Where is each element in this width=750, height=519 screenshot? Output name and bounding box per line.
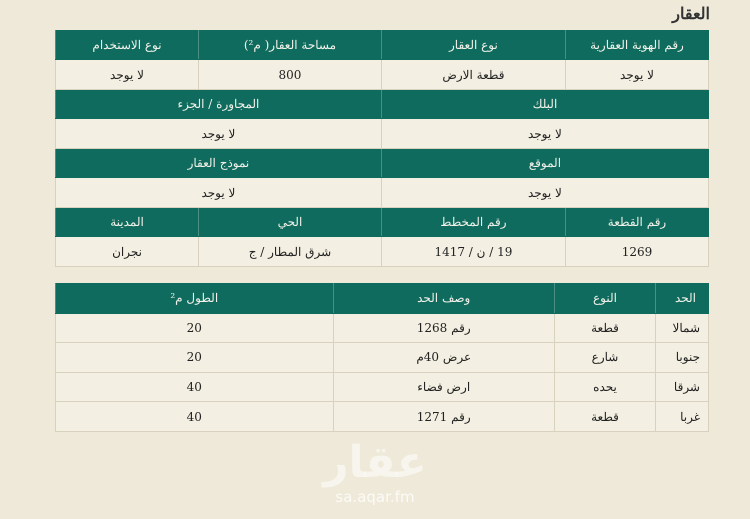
value-cell: 1269 <box>565 236 709 267</box>
page-title: العقار <box>672 4 710 23</box>
table-header-row: رقم الهوية العقارية نوع العقار مساحة الع… <box>54 30 709 60</box>
value-cell: لا يوجد <box>565 59 709 90</box>
direction-cell: غربا <box>655 401 709 432</box>
header-cell: المدينة <box>54 207 200 237</box>
table-row: جنوبا شارع عرض 40م 20 <box>55 342 709 373</box>
type-cell: قطعة <box>553 401 657 432</box>
header-cell: الحد <box>655 283 709 314</box>
length-cell: 20 <box>55 342 334 373</box>
header-cell: نوع الاستخدام <box>54 30 200 60</box>
header-cell: وصف الحد <box>332 283 555 314</box>
length-cell: 40 <box>55 401 334 432</box>
table-row: لا يوجد لا يوجد <box>55 118 710 149</box>
header-cell: نموذج العقار <box>55 148 382 178</box>
type-cell: يحده <box>553 371 657 403</box>
direction-cell: جنوبا <box>655 342 709 373</box>
description-cell: عرض 40م <box>332 342 555 373</box>
table-header-row: الموقع نموذج العقار <box>55 148 710 178</box>
table-header-row: الحد النوع وصف الحد الطول م² <box>55 283 709 314</box>
header-cell: المجاورة / الجزء <box>55 89 382 119</box>
value-cell: شرق المطار / ج <box>198 236 382 267</box>
type-cell: قطعة <box>553 312 657 344</box>
header-cell: البلك <box>380 89 710 119</box>
header-cell: النوع <box>553 283 657 314</box>
header-cell: الطول م² <box>55 283 334 314</box>
value-cell: نجران <box>54 236 200 267</box>
header-cell: الحي <box>198 207 382 237</box>
value-cell: لا يوجد <box>380 118 710 149</box>
direction-cell: شمالا <box>655 312 709 344</box>
direction-cell: شرقا <box>655 371 709 403</box>
header-cell: الموقع <box>380 148 710 178</box>
table-row: غربا قطعة رقم 1271 40 <box>55 401 709 432</box>
value-cell: 19 / ن / 1417 <box>380 236 567 267</box>
type-cell: شارع <box>553 342 657 373</box>
watermark-url: sa.aqar.fm <box>335 488 415 506</box>
property-info-table: رقم الهوية العقارية نوع العقار مساحة الع… <box>54 30 710 267</box>
header-cell: رقم القطعة <box>565 207 709 237</box>
boundaries-table: الحد النوع وصف الحد الطول م² شمالا قطعة … <box>55 283 709 432</box>
table-row: شمالا قطعة رقم 1268 20 <box>55 312 709 344</box>
table-row: شرقا يحده ارض فضاء 40 <box>55 371 709 403</box>
table-header-row: رقم القطعة رقم المخطط الحي المدينة <box>54 207 709 237</box>
watermark-logo-text: عقار <box>323 437 427 488</box>
header-cell: مساحة العقار( م²) <box>198 30 382 60</box>
length-cell: 40 <box>55 371 334 403</box>
value-cell: لا يوجد <box>380 177 710 208</box>
value-cell: لا يوجد <box>55 177 382 208</box>
description-cell: رقم 1271 <box>332 401 555 432</box>
value-cell: 800 <box>198 59 382 90</box>
value-cell: لا يوجد <box>55 118 382 149</box>
table-header-row: البلك المجاورة / الجزء <box>55 89 710 119</box>
header-cell: رقم الهوية العقارية <box>565 30 709 60</box>
length-cell: 20 <box>55 312 334 344</box>
table-row: لا يوجد لا يوجد <box>55 177 710 208</box>
value-cell: لا يوجد <box>54 59 200 90</box>
watermark-logo: عقار sa.aqar.fm <box>300 437 450 507</box>
table-row: 1269 19 / ن / 1417 شرق المطار / ج نجران <box>54 236 709 267</box>
description-cell: رقم 1268 <box>332 312 555 344</box>
header-cell: رقم المخطط <box>380 207 567 237</box>
description-cell: ارض فضاء <box>332 371 555 403</box>
table-row: لا يوجد قطعة الارض 800 لا يوجد <box>54 59 709 90</box>
header-cell: نوع العقار <box>380 30 567 60</box>
value-cell: قطعة الارض <box>380 59 567 90</box>
